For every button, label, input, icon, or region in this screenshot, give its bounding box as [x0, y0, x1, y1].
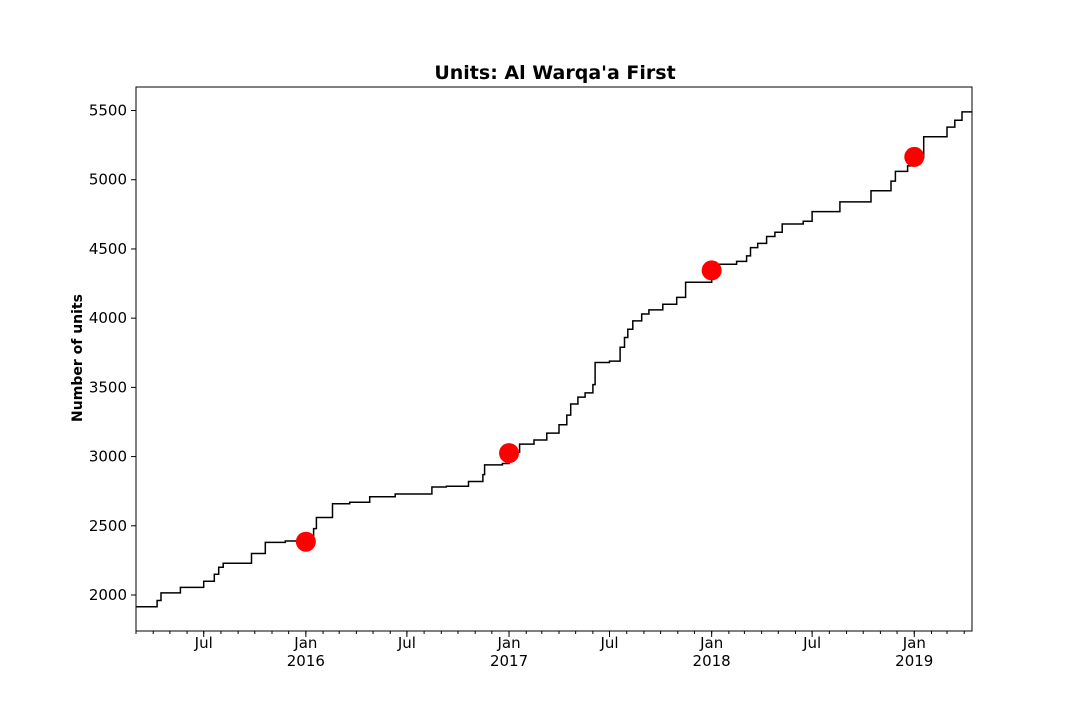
x-tick-label: Jul	[599, 634, 618, 652]
x-tick-label: Jul	[802, 634, 821, 652]
marker-point	[904, 146, 925, 167]
y-tick-label: 2500	[89, 517, 127, 535]
x-tick-label: Jul	[397, 634, 416, 652]
y-axis-label: Number of units	[70, 294, 86, 422]
x-tick-label: Jul	[194, 634, 213, 652]
y-tick-label: 5000	[89, 171, 127, 189]
x-tick-year-label: 2019	[895, 652, 933, 670]
x-tick-label: Jan	[902, 634, 926, 652]
x-tick-year-label: 2018	[693, 652, 731, 670]
y-tick-label: 2000	[89, 586, 127, 604]
units-step-line	[136, 111, 972, 608]
y-tick-label: 3500	[89, 378, 127, 396]
x-tick-label: Jan	[293, 634, 317, 652]
x-tick-year-label: 2016	[287, 652, 325, 670]
y-tick-label: 4500	[89, 240, 127, 258]
chart-title: Units: Al Warqa'a First	[434, 62, 675, 84]
y-tick-label: 5500	[89, 102, 127, 120]
marker-point	[295, 531, 316, 552]
y-tick-label: 4000	[89, 309, 127, 327]
marker-point	[499, 443, 520, 464]
y-tick-label: 3000	[89, 448, 127, 466]
x-tick-label: Jan	[496, 634, 520, 652]
x-tick-year-label: 2017	[490, 652, 528, 670]
marker-point	[701, 260, 722, 281]
x-tick-label: Jan	[699, 634, 723, 652]
plot-frame	[135, 86, 973, 632]
